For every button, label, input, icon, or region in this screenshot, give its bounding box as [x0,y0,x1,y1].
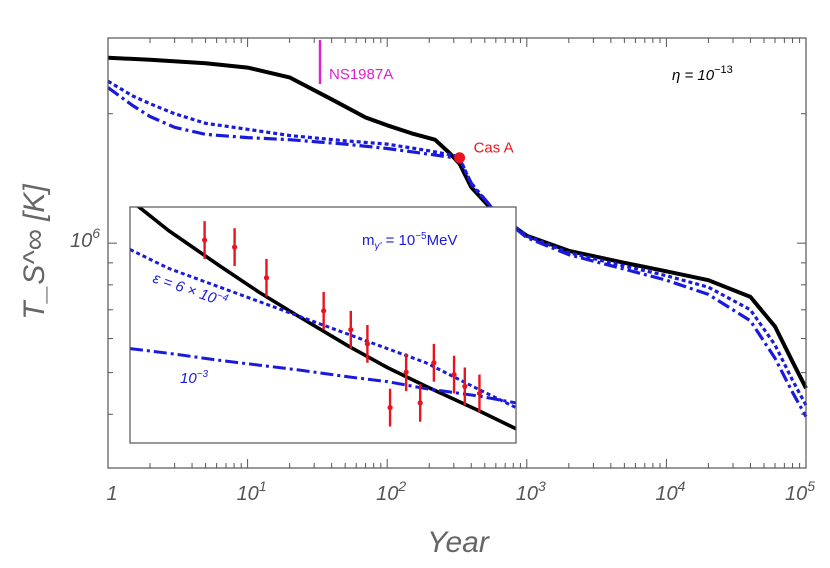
main-plot-frame [107,37,807,469]
data-point-12 [476,390,483,397]
data-point-8 [417,400,423,406]
y-axis-title: T_S^∞ [K] [18,184,51,320]
data-point-2 [263,275,270,281]
inset-frame [129,206,517,444]
x-tick-label-1: 1 [106,483,117,505]
data-point-7 [403,369,409,375]
main-axis-ticks [107,37,807,469]
inset-data-points [201,221,483,427]
data-point-5 [364,341,371,347]
x-tick-label-100: 102 [376,478,406,505]
data-point-1 [231,244,238,250]
y-tick-label-1e6: 106 [70,225,100,252]
ns1987a-label: NS1987A [329,66,393,83]
inset-curves [130,207,516,431]
inset-series-dotted-1 [130,248,516,409]
x-tick-label-1000: 103 [516,478,546,505]
x-tick-label-10: 101 [237,478,267,505]
data-point-4 [348,327,354,333]
eta-label: η = 10−13 [672,64,733,84]
inset-1e3-label: 10−3 [180,369,209,387]
data-point-3 [321,308,327,314]
x-axis-title: Year [427,526,490,559]
inset-series-solid-0 [136,207,516,431]
casa-label: Cas A [474,140,514,157]
data-point-10 [451,371,457,378]
main-series-dotted-1 [107,79,808,406]
inset-mass-label: mγ' = 10−5MeV [362,231,457,252]
x-tick-label-10000: 104 [655,478,685,505]
casa-data-point [454,152,466,164]
data-point-11 [462,383,468,389]
main-series-solid-0 [107,55,808,390]
data-point-6 [387,405,393,411]
data-point-0 [201,237,208,243]
x-tick-label-100000: 105 [785,478,815,505]
data-point-9 [431,360,437,366]
inset-series-dashdot-2 [130,347,516,405]
